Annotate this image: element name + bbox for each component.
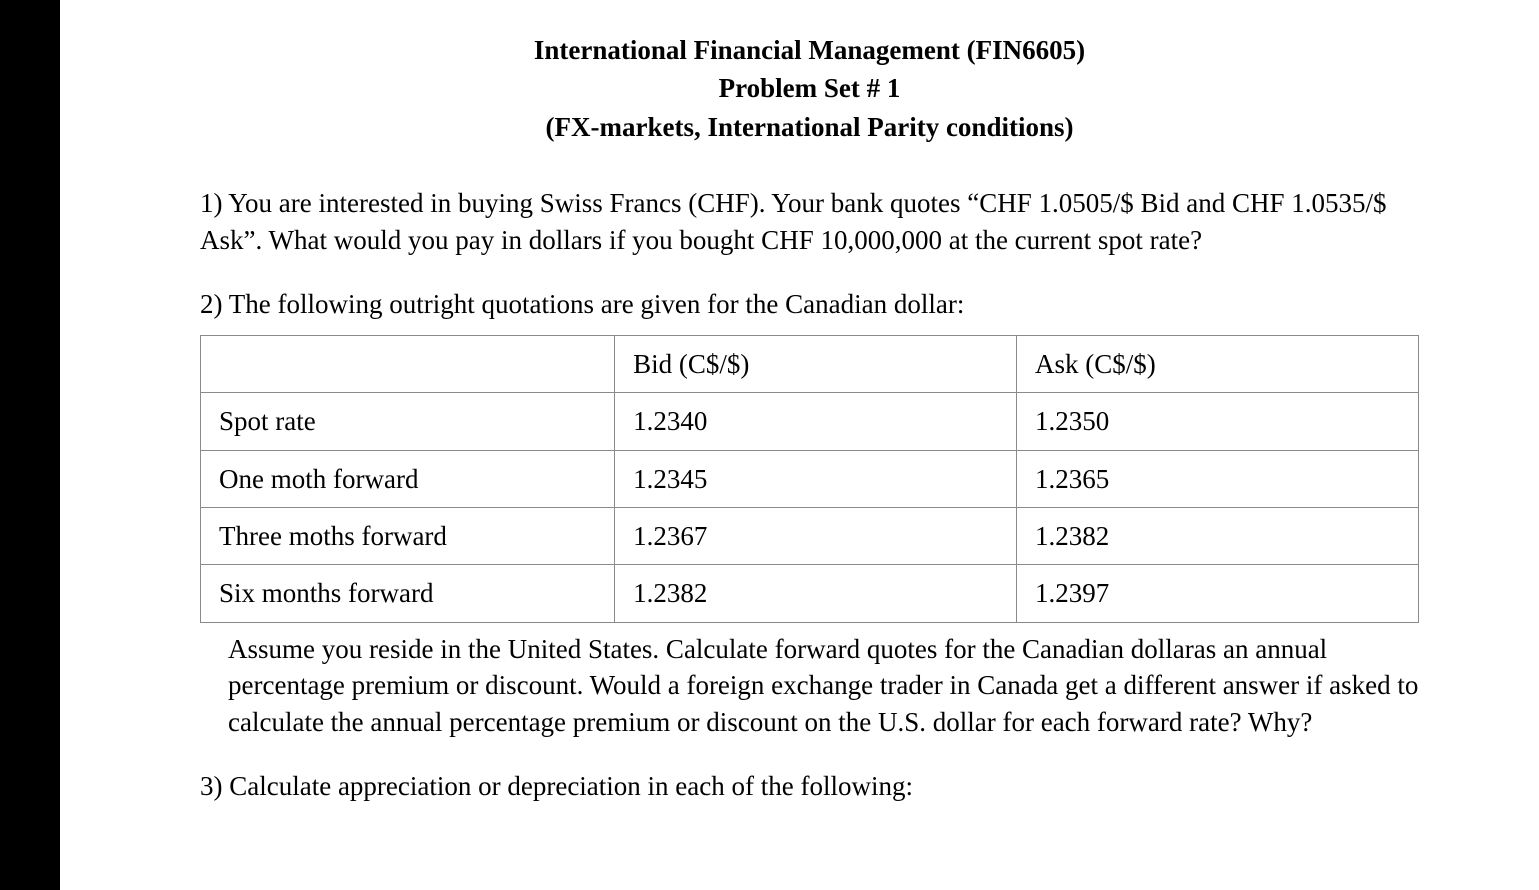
title-block: International Financial Management (FIN6… xyxy=(200,32,1419,145)
table-header-cell: Bid (C$/$) xyxy=(615,335,1017,392)
table-header-row: Bid (C$/$) Ask (C$/$) xyxy=(201,335,1419,392)
table-row: Six months forward 1.2382 1.2397 xyxy=(201,565,1419,622)
table-row: Spot rate 1.2340 1.2350 xyxy=(201,393,1419,450)
document-viewport: International Financial Management (FIN6… xyxy=(0,0,1539,890)
title-line-3: (FX-markets, International Parity condit… xyxy=(200,109,1419,145)
question-1-text: 1) You are interested in buying Swiss Fr… xyxy=(200,185,1419,258)
table-cell: 1.2365 xyxy=(1017,450,1419,507)
question-2-followup: Assume you reside in the United States. … xyxy=(200,631,1419,740)
table-cell: Three moths forward xyxy=(201,507,615,564)
title-line-2: Problem Set # 1 xyxy=(200,70,1419,106)
title-line-1: International Financial Management (FIN6… xyxy=(200,32,1419,68)
table-cell: 1.2350 xyxy=(1017,393,1419,450)
table-cell: Six months forward xyxy=(201,565,615,622)
table-header-cell xyxy=(201,335,615,392)
question-3-cutoff: 3) Calculate appreciation or depreciatio… xyxy=(200,768,1419,804)
table-cell: 1.2397 xyxy=(1017,565,1419,622)
table-cell: 1.2340 xyxy=(615,393,1017,450)
table-row: One moth forward 1.2345 1.2365 xyxy=(201,450,1419,507)
page-left-gutter xyxy=(0,0,60,890)
fx-quotes-table: Bid (C$/$) Ask (C$/$) Spot rate 1.2340 1… xyxy=(200,335,1419,623)
table-cell: Spot rate xyxy=(201,393,615,450)
document-page: International Financial Management (FIN6… xyxy=(60,0,1539,890)
table-header-cell: Ask (C$/$) xyxy=(1017,335,1419,392)
table-cell: 1.2382 xyxy=(615,565,1017,622)
table-cell: One moth forward xyxy=(201,450,615,507)
table-cell: 1.2382 xyxy=(1017,507,1419,564)
question-2-intro: 2) The following outright quotations are… xyxy=(200,286,1419,322)
table-row: Three moths forward 1.2367 1.2382 xyxy=(201,507,1419,564)
table-cell: 1.2367 xyxy=(615,507,1017,564)
table-cell: 1.2345 xyxy=(615,450,1017,507)
